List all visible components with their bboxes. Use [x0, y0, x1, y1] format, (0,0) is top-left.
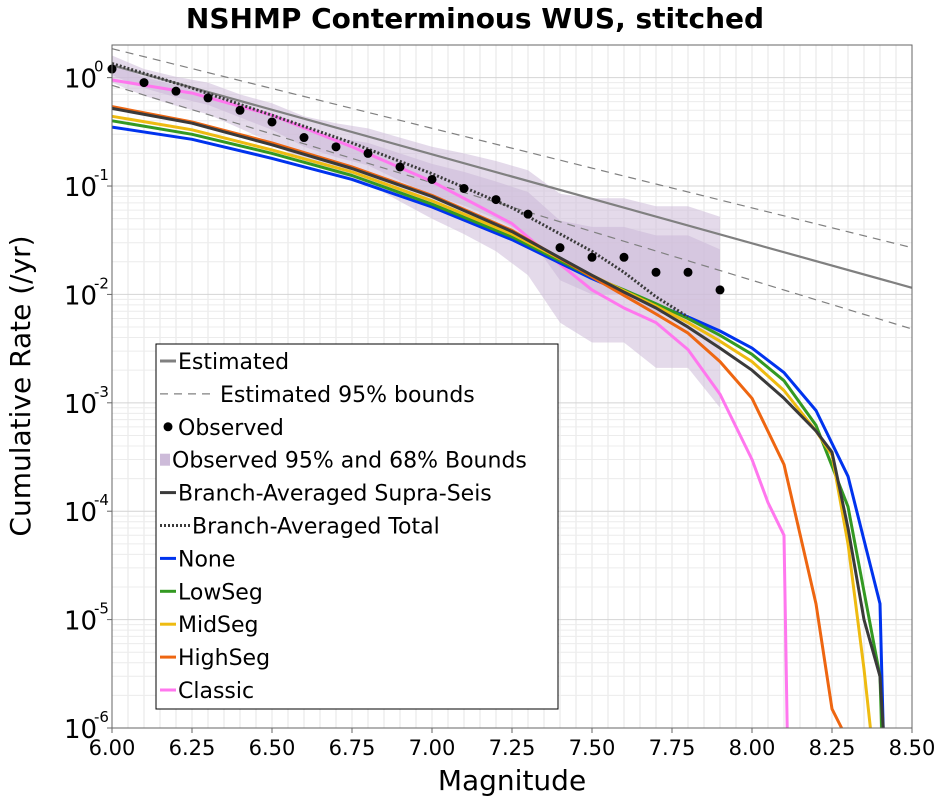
x-tick-label: 6.75 — [329, 736, 376, 760]
observed-point — [491, 195, 501, 205]
series-line-branch-averaged-supra-seis — [111, 106, 885, 729]
y-tick-base: 10 — [64, 65, 97, 95]
observed-point — [171, 86, 181, 96]
series-line-classic — [111, 78, 789, 729]
legend-label: LowSeg — [178, 580, 263, 605]
y-tick-exponent: -6 — [94, 708, 109, 726]
y-tick-exponent: -4 — [94, 491, 109, 509]
series-line-highseg — [111, 105, 843, 729]
y-tick-exponent: 0 — [94, 58, 104, 76]
legend-label: Estimated — [178, 350, 289, 375]
observed-point — [267, 117, 277, 127]
observed-point — [523, 209, 533, 219]
y-tick-exponent: -3 — [94, 383, 109, 401]
observed-point — [395, 162, 405, 172]
observed-point — [587, 252, 597, 262]
x-tick-label: 8.50 — [889, 736, 936, 760]
observed-point — [203, 93, 213, 103]
observed-point — [715, 285, 725, 295]
y-tick-exponent: -2 — [94, 274, 109, 292]
legend-label: Classic — [178, 679, 254, 704]
plot-area — [107, 48, 913, 729]
observed-point — [331, 142, 341, 152]
observed-point — [427, 174, 437, 184]
observed-point — [459, 183, 469, 193]
x-tick-label: 6.50 — [249, 736, 296, 760]
legend-swatch — [163, 422, 173, 432]
x-tick-label: 8.00 — [729, 736, 776, 760]
x-tick-label: 7.25 — [489, 736, 536, 760]
series-line-lowseg — [111, 119, 884, 729]
legend-label: MidSeg — [178, 613, 259, 638]
y-axis-label: Cumulative Rate (/yr) — [4, 235, 37, 536]
y-tick-exponent: -1 — [94, 166, 109, 184]
legend-label: Estimated 95% bounds — [220, 383, 475, 408]
observed-point — [619, 252, 629, 262]
y-tick-base: 10 — [64, 281, 97, 311]
x-tick-label: 7.50 — [569, 736, 616, 760]
y-tick-exponent: -5 — [94, 600, 109, 618]
x-tick-label: 7.75 — [649, 736, 696, 760]
observed-point — [139, 78, 149, 88]
y-tick-base: 10 — [64, 498, 97, 528]
y-tick-base: 10 — [64, 607, 97, 637]
y-tick-base: 10 — [64, 390, 97, 420]
estimated-line — [111, 64, 913, 289]
x-axis-ticks: 6.00 6.25 6.50 6.75 7.00 7.25 7.50 7.75 8.00 8.25… — [89, 728, 936, 760]
legend-label: Observed — [178, 416, 284, 441]
x-tick-label: 8.25 — [809, 736, 856, 760]
legend-label: None — [178, 547, 235, 572]
legend-box — [155, 343, 559, 710]
legend-label: Branch-Averaged Total — [192, 515, 440, 540]
observed-point — [651, 267, 661, 277]
series-line-branch-averaged-total — [111, 62, 689, 319]
legend-swatch — [160, 453, 170, 466]
observed-point — [235, 105, 245, 115]
x-axis-label: Magnitude — [438, 764, 586, 797]
x-tick-label: 7.00 — [409, 736, 456, 760]
legend-label: Branch-Averaged Supra-Seis — [178, 482, 492, 507]
legend-label: HighSeg — [178, 646, 270, 671]
observed-95-band — [112, 55, 720, 408]
legend-label: Observed 95% and 68% Bounds — [172, 449, 527, 474]
x-tick-label: 6.25 — [169, 736, 216, 760]
estimated-upper-bound-line — [111, 48, 913, 249]
legend: Estimated Estimated 95% bounds Observed Obs… — [155, 343, 559, 710]
observed-point — [299, 133, 309, 143]
observed-point — [683, 267, 693, 277]
y-tick-base: 10 — [64, 173, 97, 203]
y-tick-base: 10 — [64, 715, 97, 745]
observed-point — [363, 148, 373, 158]
x-tick-label: 6.00 — [89, 736, 136, 760]
chart-title: NSHMP Conterminous WUS, stitched — [186, 2, 764, 35]
observed-point — [555, 243, 565, 253]
